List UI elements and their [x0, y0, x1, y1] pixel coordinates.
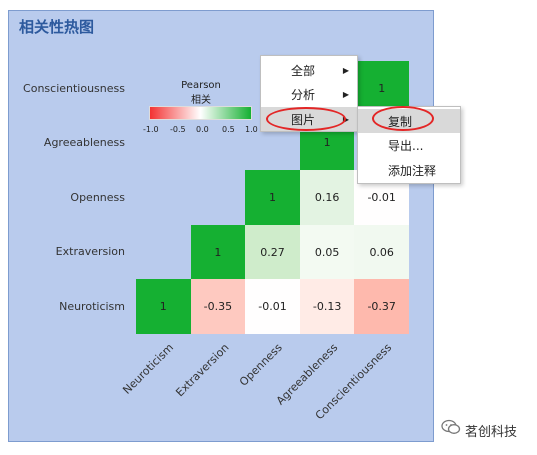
heatmap-cell: 0.27 [245, 224, 300, 280]
legend-title-line1: Pearson [181, 80, 221, 91]
legend-title-line2: 相关 [191, 95, 211, 106]
heatmap-cell: -0.01 [245, 279, 300, 334]
legend-color-bar [149, 106, 252, 120]
submenu-arrow-icon: ▶ [342, 65, 349, 75]
submenu-item-label: 导出... [388, 138, 424, 153]
heatmap-cell: 1 [136, 279, 191, 334]
heatmap-cell: 0.05 [299, 224, 355, 280]
legend-tick: 1.0 [245, 125, 258, 134]
annotation-oval [372, 106, 434, 131]
watermark-text: 茗创科技 [465, 425, 518, 440]
legend-tick: 0.5 [222, 125, 235, 134]
annotation-oval [266, 107, 346, 131]
menu-item-all[interactable]: 全部 ▶ [261, 58, 357, 82]
heatmap-cell: 1 [245, 170, 300, 225]
menu-item-label: 分析 [291, 87, 316, 102]
row-label-neuroticism: Neuroticism [59, 300, 125, 313]
row-label-openness: Openness [70, 191, 125, 204]
legend-tick: -1.0 [143, 125, 159, 134]
menu-item-label: 全部 [291, 63, 316, 78]
legend-tick: 0.0 [196, 125, 209, 134]
heatmap-cell: 0.06 [354, 224, 409, 280]
row-label-extraversion: Extraversion [55, 245, 125, 258]
heatmap-cell: -0.37 [354, 279, 409, 334]
row-label-agreeableness: Agreeableness [43, 136, 125, 149]
menu-item-analysis[interactable]: 分析 ▶ [261, 82, 357, 106]
heatmap-cell: 1 [190, 224, 246, 280]
submenu-item-label: 添加注释 [388, 163, 437, 178]
panel-title: 相关性热图 [19, 18, 95, 36]
submenu-item-export[interactable]: 导出... [358, 133, 460, 157]
heatmap-cell: 0.16 [299, 170, 355, 225]
submenu-item-add-note[interactable]: 添加注释 [358, 158, 460, 182]
row-label-conscientiousness: Conscientiousness [23, 82, 125, 95]
submenu-arrow-icon: ▶ [342, 89, 349, 99]
heatmap-cell: -0.35 [190, 279, 246, 334]
wechat-logo-icon [441, 419, 461, 434]
legend-tick: -0.5 [170, 125, 186, 134]
heatmap-cell: -0.13 [299, 279, 355, 334]
